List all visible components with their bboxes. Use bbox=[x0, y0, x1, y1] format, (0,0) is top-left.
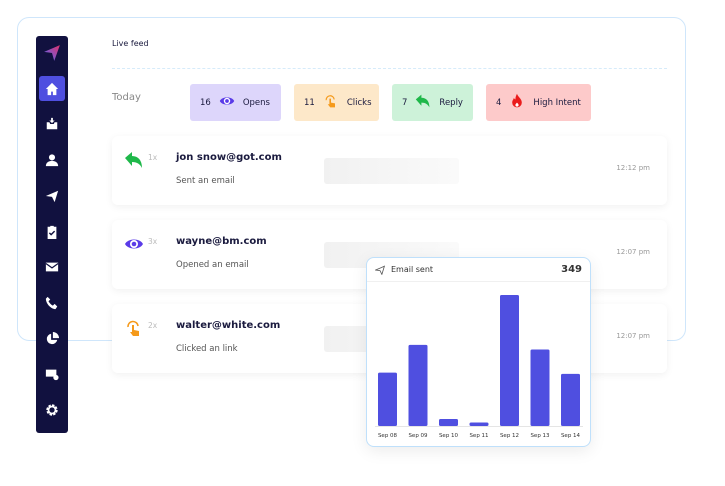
sidebar-item-home[interactable] bbox=[39, 75, 65, 102]
pointer-click-icon bbox=[323, 93, 339, 112]
pointer-click-icon bbox=[124, 318, 144, 336]
chart-total: 349 bbox=[561, 264, 582, 275]
timestamp: 12:07 pm bbox=[616, 248, 650, 256]
x-tick-label: Sep 12 bbox=[500, 433, 519, 439]
contact-email[interactable]: walter@white.com bbox=[176, 320, 281, 331]
badge-count: 16 bbox=[200, 97, 211, 108]
phone-icon bbox=[45, 296, 58, 310]
bar[interactable] bbox=[530, 349, 550, 426]
sidebar-item-email-settings[interactable] bbox=[39, 362, 65, 388]
x-tick-label: Sep 08 bbox=[378, 433, 398, 439]
mail-settings-icon bbox=[45, 370, 59, 381]
badge-label: Clicks bbox=[346, 97, 372, 108]
badge-label: Opens bbox=[242, 97, 270, 108]
bar[interactable] bbox=[378, 372, 397, 426]
eye-icon bbox=[219, 93, 235, 112]
sidebar-item-contacts[interactable] bbox=[39, 147, 65, 173]
x-tick-label: Sep 11 bbox=[469, 433, 488, 439]
gear-icon bbox=[46, 404, 58, 416]
sidebar-item-campaigns[interactable] bbox=[39, 183, 65, 209]
home-icon bbox=[45, 82, 59, 95]
today-label: Today bbox=[112, 92, 141, 103]
reply-icon bbox=[124, 150, 144, 168]
badge-clicks[interactable]: 11 Clicks bbox=[294, 84, 379, 121]
event-count: 1x bbox=[148, 153, 158, 162]
contact-email[interactable]: jon snow@got.com bbox=[176, 152, 282, 163]
chart-title: Email sent bbox=[391, 265, 434, 274]
event-count: 2x bbox=[148, 321, 158, 330]
bar[interactable] bbox=[561, 373, 580, 426]
bar[interactable] bbox=[408, 344, 428, 426]
pie-chart-icon bbox=[46, 331, 59, 344]
logo-icon[interactable] bbox=[39, 40, 65, 66]
timestamp: 12:07 pm bbox=[616, 332, 650, 340]
badge-count: 11 bbox=[304, 97, 315, 108]
activity-text: Clicked an link bbox=[176, 344, 238, 354]
timestamp: 12:12 pm bbox=[616, 164, 650, 172]
activity-text: Opened an email bbox=[176, 260, 249, 270]
bar[interactable] bbox=[500, 295, 519, 426]
badge-label: High Intent bbox=[533, 97, 581, 108]
sidebar-item-inbox[interactable] bbox=[39, 111, 65, 137]
x-tick-label: Sep 09 bbox=[408, 433, 428, 439]
email-sent-card: Email sent 349 Sep 08 Sep 09 Sep 10 Sep 11 S… bbox=[366, 257, 591, 447]
badge-label: Reply bbox=[439, 97, 463, 108]
eye-icon bbox=[124, 234, 144, 252]
page-title: Live feed bbox=[112, 39, 149, 48]
sidebar-item-calls[interactable] bbox=[39, 290, 65, 316]
placeholder-bar bbox=[324, 158, 459, 184]
badge-count: 7 bbox=[402, 97, 408, 108]
sidebar-item-tasks[interactable] bbox=[39, 219, 65, 245]
divider bbox=[112, 68, 667, 69]
sidebar-item-reports[interactable] bbox=[39, 326, 65, 352]
reply-icon bbox=[415, 93, 431, 112]
badge-high-intent[interactable]: 4 High Intent bbox=[486, 84, 591, 121]
inbox-icon bbox=[46, 118, 58, 130]
send-icon bbox=[375, 265, 385, 275]
sidebar bbox=[36, 36, 68, 433]
activity-text: Sent an email bbox=[176, 176, 235, 186]
badge-opens[interactable]: 16 Opens bbox=[190, 84, 281, 121]
bar-chart: Sep 08 Sep 09 Sep 10 Sep 11 Sep 12 Sep 13 Sep … bbox=[375, 295, 583, 439]
flame-icon bbox=[509, 93, 525, 112]
x-tick-label: Sep 14 bbox=[561, 433, 581, 439]
badge-reply[interactable]: 7 Reply bbox=[392, 84, 473, 121]
event-count: 3x bbox=[148, 237, 158, 246]
send-icon bbox=[45, 190, 59, 202]
x-tick-label: Sep 13 bbox=[530, 433, 550, 439]
badge-count: 4 bbox=[496, 97, 502, 108]
sidebar-item-email[interactable] bbox=[39, 254, 65, 280]
clipboard-check-icon bbox=[47, 225, 57, 239]
bar[interactable] bbox=[439, 419, 458, 426]
x-tick-label: Sep 10 bbox=[439, 433, 459, 439]
sidebar-item-settings[interactable] bbox=[39, 397, 65, 423]
bar[interactable] bbox=[469, 422, 489, 426]
mail-icon bbox=[45, 262, 59, 272]
contact-email[interactable]: wayne@bm.com bbox=[176, 236, 267, 247]
feed-item[interactable]: 1x jon snow@got.com Sent an email 12:12 … bbox=[112, 136, 667, 205]
user-icon bbox=[45, 154, 59, 167]
